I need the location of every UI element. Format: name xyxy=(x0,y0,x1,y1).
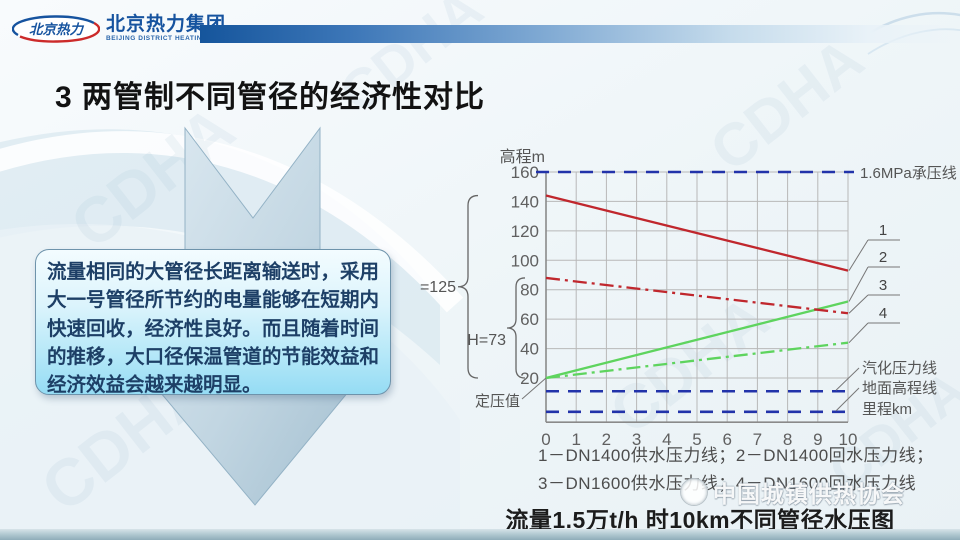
brace-h73 xyxy=(506,277,526,379)
x-axis-unit-label: 里程km xyxy=(862,401,912,418)
y-tick-label: 140 xyxy=(511,192,539,211)
series-line-1 xyxy=(545,194,849,272)
x-tick-label: 10 xyxy=(839,430,858,449)
series-label-leader xyxy=(848,266,869,302)
y-axis-label: 高程m xyxy=(500,148,545,166)
series-number-label: 1 xyxy=(879,222,887,239)
company-logo: 北京热力 北京热力集团 BEIJING DISTRICT HEATING GRO… xyxy=(12,8,236,50)
x-tick-label: 3 xyxy=(632,430,641,449)
x-tick-label: 9 xyxy=(813,430,822,449)
series-number-label: 4 xyxy=(879,305,887,322)
company-name: 北京热力集团 BEIJING DISTRICT HEATING GROUP xyxy=(106,15,237,43)
x-tick-label: 4 xyxy=(662,430,671,449)
series-line-4 xyxy=(545,341,849,380)
y-tick-label: 80 xyxy=(520,281,539,300)
series-line-3 xyxy=(545,276,849,315)
ref-label-ground: 地面高程线 xyxy=(862,380,937,397)
company-name-en: BEIJING DISTRICT HEATING GROUP xyxy=(106,35,237,43)
brace-h125 xyxy=(457,194,479,379)
x-tick-label: 6 xyxy=(722,430,731,449)
y-tick-label: 120 xyxy=(511,222,539,241)
leader-dingyazhi xyxy=(521,377,547,400)
logo-oval-icon: 北京热力 xyxy=(12,15,100,43)
page-title: 3 两管制不同管径的经济性对比 xyxy=(55,81,486,114)
legend-line-2: 3－DN1600供水压力线；4－DN1600回水压力线 xyxy=(538,474,917,494)
header-gradient-bar xyxy=(200,25,960,43)
association-watermark-text: 中国城镇供热协会 xyxy=(713,481,905,507)
y-tick-label: 160 xyxy=(511,163,539,182)
callout-text: 流量相同的大管径长距离输送时，采用大一号管径所节约的电量能够在短期内快速回收，经… xyxy=(47,262,379,397)
legend-line-1: 1－DN1400供水压力线；2－DN1400回水压力线； xyxy=(538,446,934,465)
x-tick-label: 8 xyxy=(783,430,792,449)
x-tick-label: 0 xyxy=(541,430,550,449)
annotation-h125: H=125 xyxy=(420,279,456,296)
series-label-leader xyxy=(848,239,869,271)
leader-vapor xyxy=(835,367,860,391)
series-number-label: 2 xyxy=(879,249,887,266)
x-tick-label: 7 xyxy=(753,430,762,449)
association-logo-icon xyxy=(680,478,708,506)
ref-label-16mpa: 1.6MPa承压线 xyxy=(860,165,957,182)
series-label-leader xyxy=(848,322,869,344)
annotation-h73: H=73 xyxy=(467,332,506,349)
chart-caption: 流量1.5万t/h 时10km不同管径水压图 xyxy=(505,507,895,533)
x-tick-label: 1 xyxy=(571,430,580,449)
bottom-strip xyxy=(0,529,960,540)
x-tick-label: 2 xyxy=(602,430,611,449)
y-tick-label: 60 xyxy=(520,310,539,329)
callout-box: 流量相同的大管径长距离输送时，采用大一号管径所节约的电量能够在短期内快速回收，经… xyxy=(35,249,391,396)
pressure-line-chart: 20 40 60 80 100 120 140 160 0 1 2 3 4 5 6 7 8 9 10 高程m 1.6MP… xyxy=(420,148,957,449)
company-name-zh: 北京热力集团 xyxy=(106,14,227,36)
y-tick-label: 40 xyxy=(520,340,539,359)
association-watermark: 中国城镇供热协会 xyxy=(680,475,905,509)
y-tick-label: 20 xyxy=(520,369,539,388)
series-line-2 xyxy=(545,300,849,380)
x-tick-label: 5 xyxy=(692,430,701,449)
chart-legend: 1－DN1400供水压力线；2－DN1400回水压力线； 3－DN1600供水压… xyxy=(538,442,958,498)
leader-ground xyxy=(835,387,860,412)
series-label-leader xyxy=(848,294,869,314)
ref-label-vapor: 汽化压力线 xyxy=(862,360,937,377)
y-tick-label: 100 xyxy=(511,251,539,270)
annotation-dingyazhi: 定压值 xyxy=(475,393,520,410)
logo-oval-text: 北京热力 xyxy=(29,22,84,37)
series-number-label: 3 xyxy=(879,277,887,294)
